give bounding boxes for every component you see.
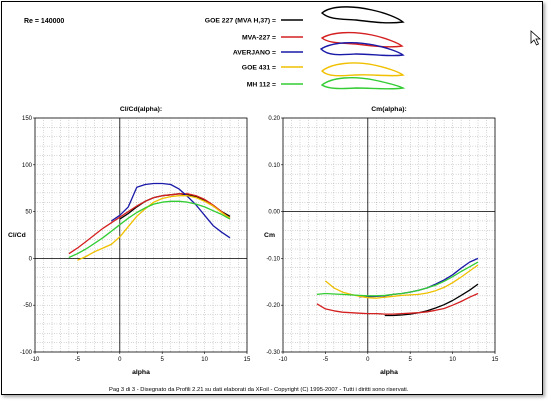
x-tick-label: 5 xyxy=(409,357,413,363)
y-tick-label: 0.00 xyxy=(268,210,280,216)
y-tick-label: -0.10 xyxy=(266,256,280,262)
y-tick-label: 0 xyxy=(29,256,33,262)
y-axis-label: Cm xyxy=(264,232,275,239)
y-axis-label: Cl/Cd xyxy=(8,232,26,239)
legend-label: MH 112 = xyxy=(247,82,276,89)
series-line xyxy=(110,182,231,239)
legend-label: MVA-227 = xyxy=(242,35,276,42)
y-tick-label: -0.20 xyxy=(266,303,280,309)
chart-cl-cd: Cl/Cd(alpha):-10 -5 0 5 10 15-100-50050100150… xyxy=(8,106,251,376)
airfoil-profile-icon xyxy=(319,41,405,57)
mouse-cursor-icon xyxy=(530,30,542,46)
chart-title: Cl/Cd(alpha): xyxy=(120,106,162,113)
page-sheet xyxy=(1,1,543,395)
x-tick-label: 10 xyxy=(449,357,456,363)
chart-title: Cm(alpha): xyxy=(371,106,407,113)
x-axis-label: alpha xyxy=(380,369,398,376)
x-tick-label: -5 xyxy=(323,357,329,363)
grid-dots xyxy=(35,118,247,352)
x-tick-label: -10 xyxy=(31,357,40,363)
series-line xyxy=(316,261,479,297)
airfoil-profile-icon xyxy=(320,77,406,90)
series-line xyxy=(384,283,479,317)
legend-label: AVERJANO = xyxy=(233,50,276,57)
plot-frame xyxy=(282,117,496,353)
x-tick-label: -5 xyxy=(75,357,81,363)
y-tick-label: 50 xyxy=(25,210,32,216)
reynolds-label: Re = 140000 xyxy=(24,18,64,25)
y-tick-label: -50 xyxy=(23,303,32,309)
series-line xyxy=(68,193,231,255)
x-tick-label: 10 xyxy=(201,357,208,363)
y-tick-label: 100 xyxy=(22,163,33,169)
series-line xyxy=(68,200,231,259)
plot-frame xyxy=(34,117,248,353)
footer-credits: Pag 3 di 3 - Disegnato da Profili 2.21 s… xyxy=(109,387,409,393)
y-tick-label: 0.20 xyxy=(268,116,280,122)
x-tick-label: -10 xyxy=(279,357,288,363)
legend-label: GOE 227 (MVA H,37) = xyxy=(205,18,276,25)
chart-cm: Cm(alpha): -10 -5 0 5 10 15 -0.30 -0.20 -0.10 0.00… xyxy=(264,106,499,376)
y-tick-label: 150 xyxy=(22,116,33,122)
x-tick-label: 0 xyxy=(366,357,370,363)
x-tick-label: 15 xyxy=(492,357,499,363)
series-line xyxy=(316,292,479,315)
y-tick-label: 0.10 xyxy=(268,163,280,169)
y-tick-label: -100 xyxy=(20,350,33,356)
series-line xyxy=(77,195,231,261)
legend: GOE 227 (MVA H,37) = MVA-227 = AVERJANO = G… xyxy=(205,6,406,90)
airfoil-profile-icon xyxy=(320,6,405,24)
x-tick-label: 5 xyxy=(161,357,165,363)
x-tick-label: 0 xyxy=(118,357,122,363)
airfoil-profile-icon xyxy=(320,62,405,77)
x-axis-label: alpha xyxy=(132,369,150,376)
legend-label: GOE 431 = xyxy=(242,65,276,72)
y-tick-label: -0.30 xyxy=(266,350,280,356)
x-tick-label: 15 xyxy=(244,357,251,363)
